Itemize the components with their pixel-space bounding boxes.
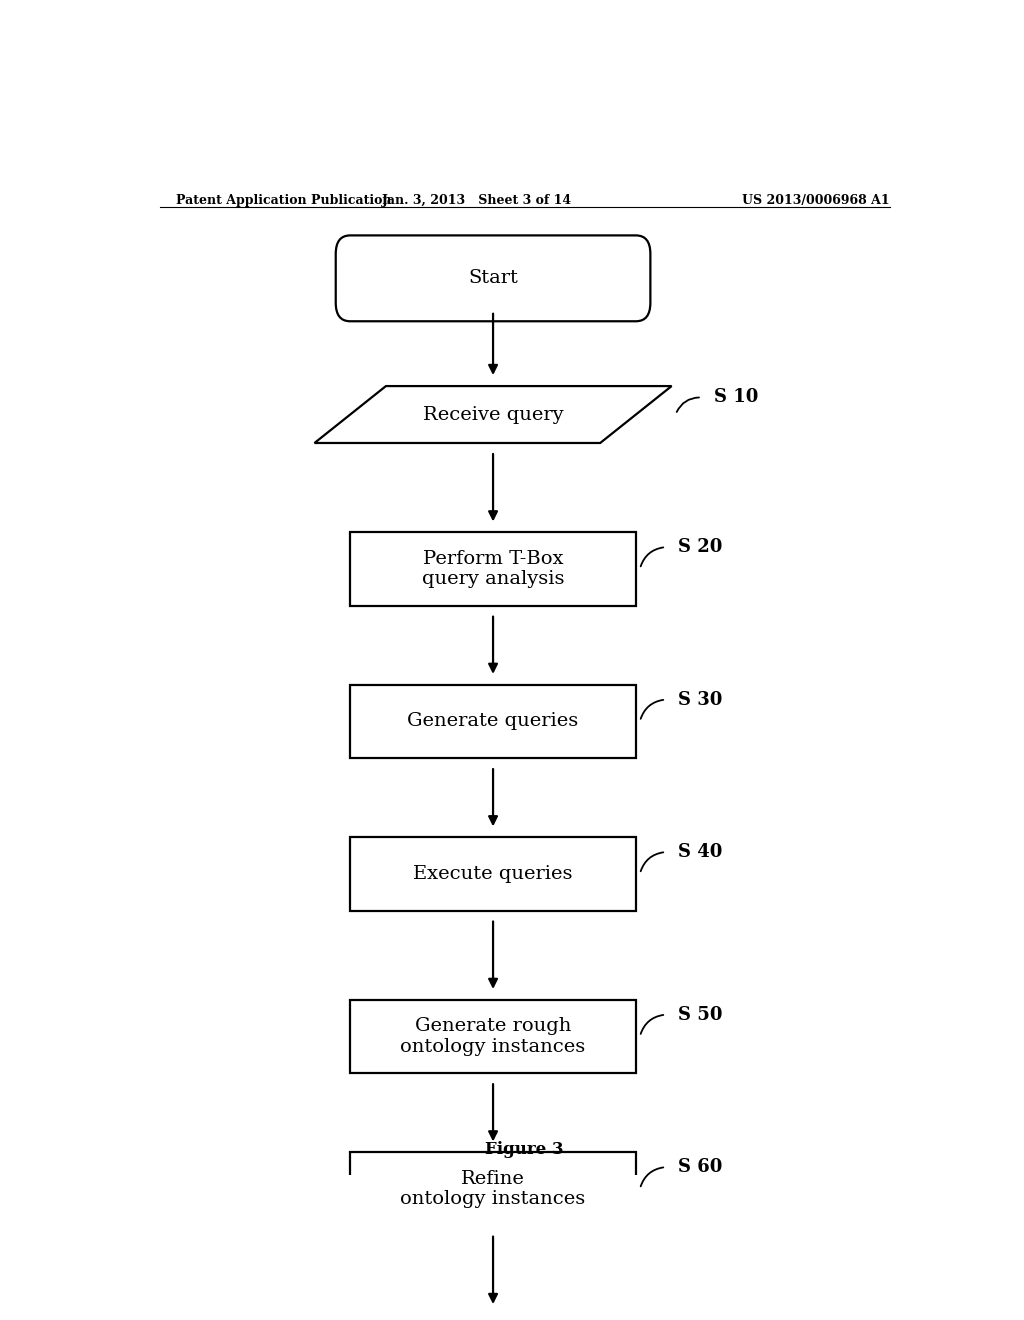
Bar [350, 1001, 636, 1073]
Text: S 60: S 60 [678, 1158, 722, 1176]
Text: Execute queries: Execute queries [414, 865, 572, 883]
Text: Refine
ontology instances: Refine ontology instances [400, 1170, 586, 1208]
FancyBboxPatch shape [336, 235, 650, 321]
Text: Figure 3: Figure 3 [485, 1140, 564, 1158]
Text: S 40: S 40 [678, 843, 722, 861]
Bar [350, 1315, 636, 1320]
Text: S 20: S 20 [678, 539, 722, 556]
Text: S 50: S 50 [678, 1006, 723, 1023]
Text: S 10: S 10 [714, 388, 758, 407]
Polygon shape [314, 385, 672, 444]
Bar [350, 1152, 636, 1225]
Bar [350, 532, 636, 606]
Bar [350, 685, 636, 758]
Bar [350, 837, 636, 911]
Text: Patent Application Publication: Patent Application Publication [176, 194, 391, 207]
Text: US 2013/0006968 A1: US 2013/0006968 A1 [742, 194, 890, 207]
Text: Jan. 3, 2013   Sheet 3 of 14: Jan. 3, 2013 Sheet 3 of 14 [382, 194, 572, 207]
Text: Generate rough
ontology instances: Generate rough ontology instances [400, 1018, 586, 1056]
Text: Generate queries: Generate queries [408, 713, 579, 730]
Text: Perform T-Box
query analysis: Perform T-Box query analysis [422, 549, 564, 589]
Text: Receive query: Receive query [423, 405, 563, 424]
Text: S 30: S 30 [678, 690, 722, 709]
Text: Start: Start [468, 269, 518, 288]
